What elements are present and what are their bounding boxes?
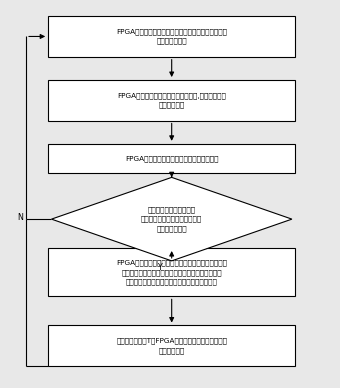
Bar [48, 80, 295, 121]
Text: FPGA控制器求出所有铅酸电池电压的平均值: FPGA控制器求出所有铅酸电池电压的平均值 [125, 155, 218, 161]
Bar [48, 248, 295, 296]
Text: FPGA控制器与铅酸电池电压检测模块通信，获得每个
铅酸电池的电压: FPGA控制器与铅酸电池电压检测模块通信，获得每个 铅酸电池的电压 [116, 29, 227, 44]
Text: 等待设定的时间T，FPGA控制器通过控制端子断开所
有接触器开关: 等待设定的时间T，FPGA控制器通过控制端子断开所 有接触器开关 [116, 338, 227, 353]
Bar [48, 16, 295, 57]
Text: 电压值最大的铅酸电池电
压与所有铅酸电池平均电压偏差
大于一设定阈值: 电压值最大的铅酸电池电 压与所有铅酸电池平均电压偏差 大于一设定阈值 [141, 207, 202, 232]
Polygon shape [51, 177, 292, 261]
Bar [48, 326, 295, 366]
Text: Y: Y [157, 263, 162, 272]
Bar [48, 144, 295, 173]
Text: FPGA通过控制电压最大铅酸电池单体对应的第一接触
器和第二接触器使电压值最大的铅酸电池单体与所述
放电电阻的并联，对所述铅酸电池单体进行放电: FPGA通过控制电压最大铅酸电池单体对应的第一接触 器和第二接触器使电压值最大的… [116, 260, 227, 285]
Text: N: N [17, 213, 23, 222]
Text: FPGA控制器根据获得的铅酸电池电压,找出电压值最
大的铅酸电池: FPGA控制器根据获得的铅酸电池电压,找出电压值最 大的铅酸电池 [117, 92, 226, 108]
